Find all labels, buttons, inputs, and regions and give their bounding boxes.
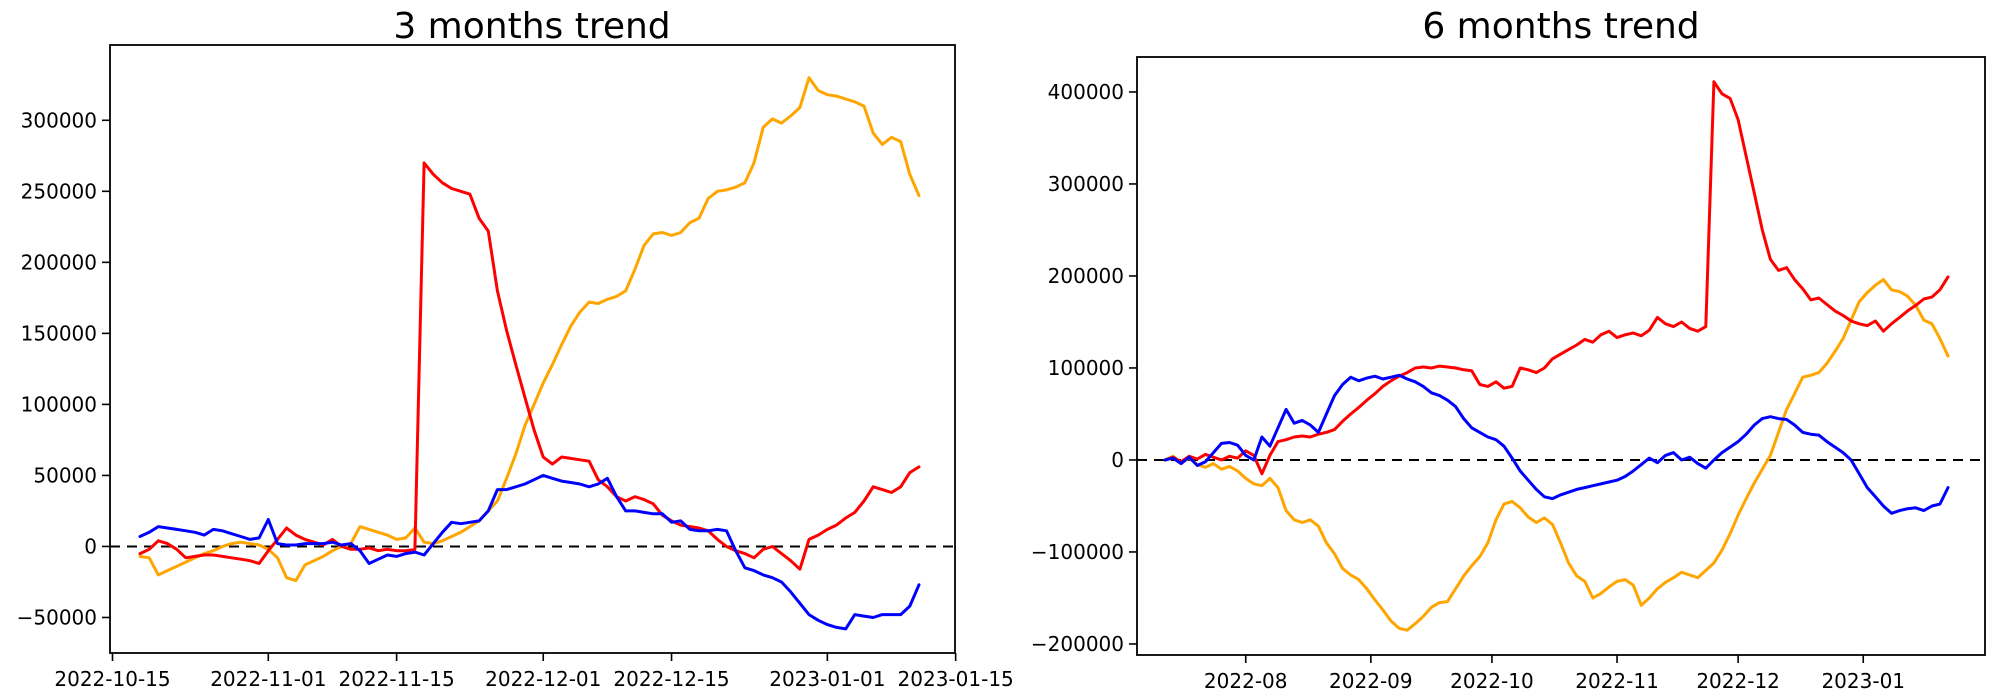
y-tick-label: −200000 [1031, 632, 1124, 656]
x-tick-label: 2022-10-15 [54, 667, 170, 691]
chart-3-months-trend: 3 months trend −50000 0 50000 100000 150000 2… [17, 6, 1014, 691]
y-tick-label: 100000 [1048, 356, 1124, 380]
plot-area-6-months: −200000 −100000 0 100000 200000 300000 400000 2… [1031, 56, 1986, 693]
y-tick-label: 150000 [21, 321, 97, 345]
y-tick-label: −100000 [1031, 540, 1124, 564]
x-tick-label: 2023-01-01 [769, 667, 885, 691]
x-tick-label: 2022-12-15 [613, 667, 729, 691]
series-line-red [138, 161, 921, 571]
plot-area-3-months: −50000 0 50000 100000 150000 200000 250000 3000… [17, 44, 1014, 691]
x-tick-label: 2022-12 [1696, 669, 1780, 693]
x-tick-label: 2022-09 [1329, 669, 1413, 693]
plot-frame [109, 44, 956, 654]
y-tick-label: 0 [1111, 448, 1124, 472]
y-tick-label: 0 [84, 534, 97, 558]
x-tick-label: 2023-01 [1821, 669, 1905, 693]
y-tick-label: 400000 [1048, 80, 1124, 104]
y-tick-label: 50000 [33, 463, 97, 487]
y-tick-label: 100000 [21, 392, 97, 416]
chart-title: 3 months trend [393, 6, 670, 47]
x-tick-label: 2022-08 [1204, 669, 1288, 693]
series-line-blue [1163, 373, 1950, 515]
y-tick-label: 250000 [21, 179, 97, 203]
y-tick-label: 300000 [21, 108, 97, 132]
x-tick-label: 2022-11 [1575, 669, 1659, 693]
series-line-red [1163, 80, 1950, 476]
plot-frame [1136, 56, 1986, 656]
x-tick-label: 2022-10 [1450, 669, 1534, 693]
y-tick-label: 200000 [21, 250, 97, 274]
series-line-orange [1163, 278, 1950, 632]
chart-6-months-trend: 6 months trend −200000 −100000 0 100000 2000… [1031, 6, 1986, 693]
y-tick-label: 300000 [1048, 172, 1124, 196]
y-tick-label: −50000 [17, 605, 97, 629]
x-tick-label: 2022-11-15 [338, 667, 454, 691]
y-tick-label: 200000 [1048, 264, 1124, 288]
x-tick-label: 2022-11-01 [210, 667, 326, 691]
chart-title: 6 months trend [1422, 6, 1699, 47]
x-tick-label: 2022-12-01 [485, 667, 601, 691]
x-tick-label: 2023-01-15 [898, 667, 1014, 691]
series-line-blue [138, 473, 921, 631]
